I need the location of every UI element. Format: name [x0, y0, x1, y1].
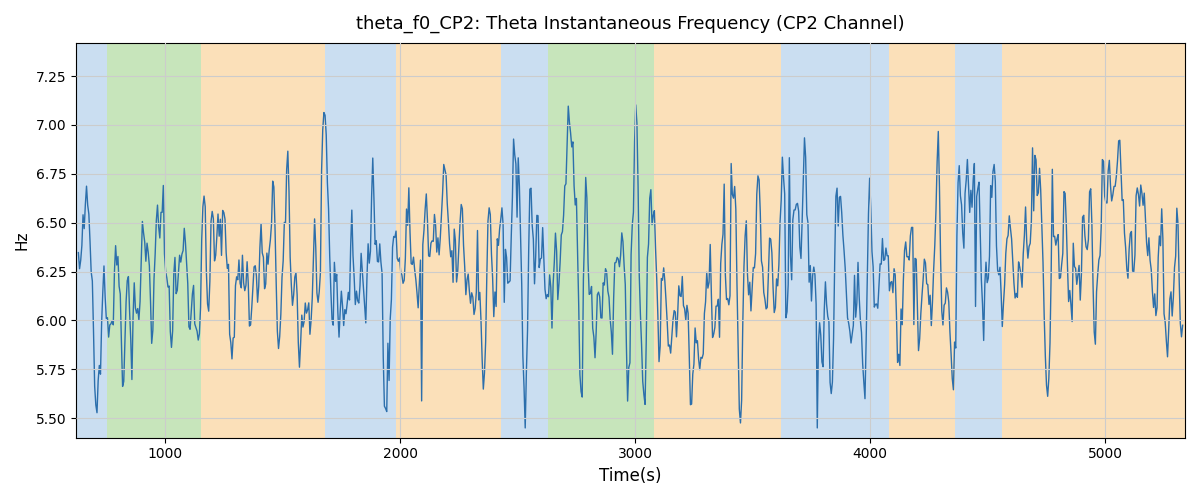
Bar — [396, 43, 502, 438]
Title: theta_f0_CP2: Theta Instantaneous Frequency (CP2 Channel): theta_f0_CP2: Theta Instantaneous Freque… — [356, 15, 905, 34]
Bar — [654, 43, 781, 438]
X-axis label: Time(s): Time(s) — [599, 467, 661, 485]
Bar — [107, 43, 200, 438]
Bar — [325, 43, 396, 438]
Bar — [548, 43, 654, 438]
Y-axis label: Hz: Hz — [14, 230, 30, 250]
Bar — [502, 43, 539, 438]
Bar — [539, 43, 548, 438]
Bar — [955, 43, 1002, 438]
Bar — [781, 43, 889, 438]
Bar — [1002, 43, 1186, 438]
Bar — [76, 43, 107, 438]
Bar — [889, 43, 955, 438]
Bar — [200, 43, 325, 438]
